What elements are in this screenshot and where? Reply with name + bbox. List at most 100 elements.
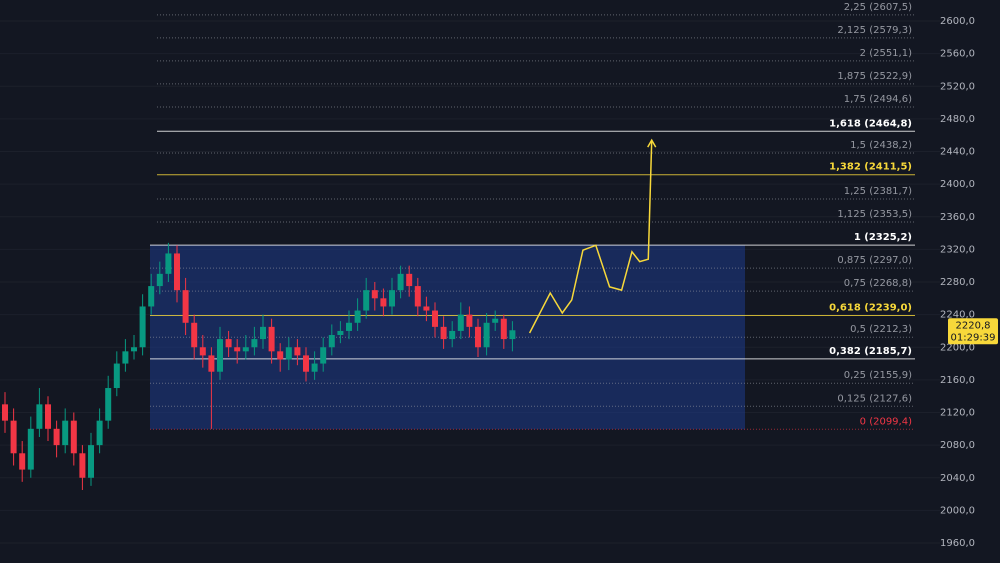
y-tick-label: 2240,0	[940, 310, 975, 321]
candle-body	[449, 330, 456, 340]
candle-body	[303, 355, 309, 372]
candle-body	[337, 330, 344, 336]
candle-body	[182, 290, 189, 323]
candle-body	[165, 253, 172, 274]
candle-body	[139, 306, 146, 348]
candle-body	[483, 322, 490, 348]
candle-body	[242, 347, 249, 352]
candle-body	[251, 339, 258, 348]
candle-body	[45, 404, 51, 429]
candle-body	[354, 310, 361, 323]
y-tick-label: 2000,0	[940, 505, 975, 516]
candle-body	[328, 335, 335, 348]
fib-label: 0,25 (2155,9)	[844, 370, 912, 381]
candle-body	[113, 363, 120, 389]
candle-body	[500, 318, 507, 340]
fib-label: 2,25 (2607,5)	[844, 2, 912, 13]
candle-body	[432, 310, 438, 327]
candle-body	[36, 404, 43, 429]
y-tick-label: 2400,0	[940, 179, 975, 190]
candle-body	[217, 339, 223, 372]
y-tick-label: 2600,0	[940, 16, 975, 27]
fib-label: 1,618 (2464,8)	[829, 118, 912, 129]
candle-body	[371, 290, 378, 299]
candle-body	[440, 326, 447, 340]
candle-body	[199, 347, 206, 356]
fib-label: 0,125 (2127,6)	[837, 393, 912, 404]
candle-body	[311, 363, 318, 372]
fib-label: 1,125 (2353,5)	[837, 209, 912, 220]
candle-body	[2, 404, 8, 421]
candle-body	[53, 428, 60, 446]
candle-body	[294, 347, 301, 356]
candle-body	[466, 314, 473, 327]
candle-body	[397, 273, 404, 291]
candle-body	[363, 290, 370, 311]
candle-body	[268, 326, 275, 352]
candle-body	[225, 339, 232, 348]
fib-label: 0,382 (2185,7)	[829, 346, 912, 357]
candle-body	[260, 326, 266, 340]
candle-body	[79, 453, 86, 478]
candle-body	[27, 428, 34, 470]
candle-body	[234, 347, 241, 352]
y-tick-label: 2560,0	[940, 49, 975, 60]
projection-line	[528, 140, 653, 334]
y-tick-label: 2520,0	[940, 81, 975, 92]
candle-body	[423, 306, 430, 311]
fib-label: 0 (2099,4)	[860, 416, 912, 427]
projection-arrowhead	[647, 138, 657, 148]
candle-body	[457, 314, 464, 331]
fib-label: 1,25 (2381,7)	[844, 186, 912, 197]
candle-body	[208, 355, 215, 372]
y-tick-label: 2360,0	[940, 212, 975, 223]
y-tick-label: 2040,0	[940, 473, 975, 484]
candle-body	[389, 290, 395, 307]
candle-body	[492, 318, 499, 323]
fib-label: 1,382 (2411,5)	[829, 162, 912, 173]
y-tick-label: 2200,0	[940, 342, 975, 353]
fib-label: 0,5 (2212,3)	[850, 324, 912, 335]
y-tick-label: 2480,0	[940, 114, 975, 125]
y-tick-label: 2080,0	[940, 440, 975, 451]
candle-body	[285, 347, 292, 360]
y-tick-label: 2120,0	[940, 408, 975, 419]
candle-body	[105, 388, 112, 421]
candle-body	[122, 351, 129, 364]
fib-label: 0,875 (2297,0)	[837, 255, 912, 266]
candle-body	[380, 298, 387, 307]
price-tag-value: 2220,8	[956, 320, 991, 331]
candle-body	[62, 420, 69, 446]
candle-body	[174, 253, 180, 291]
candle-body	[96, 420, 103, 446]
candle-body	[148, 286, 155, 307]
y-tick-label: 2160,0	[940, 375, 975, 386]
candle-body	[320, 347, 327, 364]
fib-label: 2 (2551,1)	[860, 48, 912, 59]
fib-label: 1,75 (2494,6)	[844, 94, 912, 105]
candle-body	[509, 330, 516, 340]
fib-label: 2,125 (2579,3)	[837, 25, 912, 36]
candle-body	[406, 273, 413, 287]
fib-label: 1,875 (2522,9)	[837, 71, 912, 82]
fib-label: 1 (2325,2)	[854, 232, 912, 243]
y-tick-label: 2440,0	[940, 147, 975, 158]
fib-label: 1,5 (2438,2)	[850, 140, 912, 151]
y-tick-label: 2320,0	[940, 244, 975, 255]
candle-body	[19, 453, 26, 470]
candle-body	[70, 420, 77, 454]
candle-body	[131, 347, 137, 352]
candle-body	[88, 445, 94, 478]
fib-label: 0,75 (2268,8)	[844, 278, 912, 289]
candle-body	[475, 326, 481, 348]
candle-body	[277, 351, 284, 360]
candle-body	[156, 273, 163, 287]
fib-label: 0,618 (2239,0)	[829, 302, 912, 313]
candle-body	[191, 322, 198, 348]
candle-body	[346, 322, 352, 331]
price-tag	[948, 318, 998, 345]
y-tick-label: 2280,0	[940, 277, 975, 288]
candle-body	[414, 286, 421, 307]
price-tag-countdown: 01:29:39	[951, 332, 996, 343]
